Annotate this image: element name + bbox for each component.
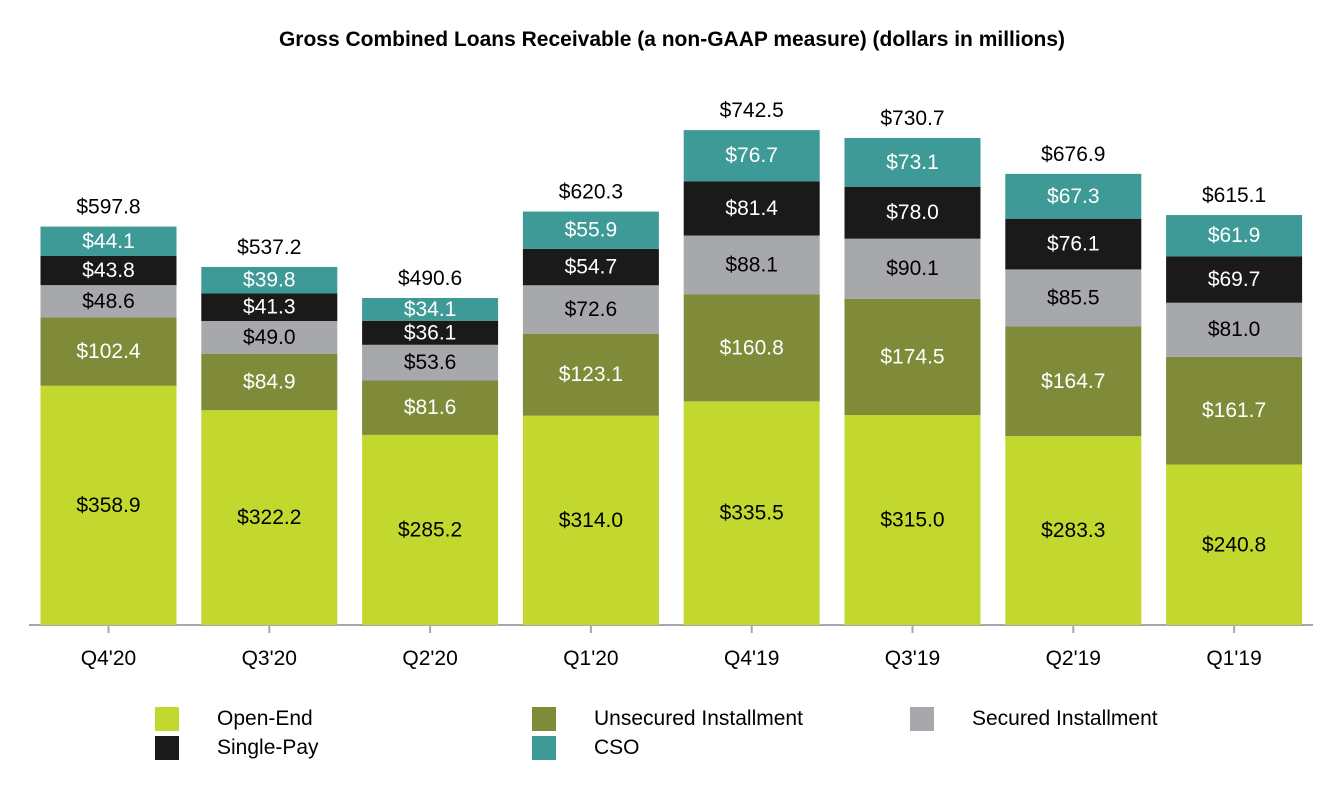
bar-cso-q1-20	[522, 211, 659, 249]
total-label-q2-20: $490.6	[398, 267, 462, 290]
data-label-cso-q4-19: $76.7	[725, 144, 778, 167]
data-label-secured-installment-q1-20: $72.6	[565, 298, 618, 321]
bar-cso-q1-19	[1166, 215, 1303, 257]
bar-single-pay-q3-19	[844, 186, 981, 239]
bar-secured-installment-q3-19	[844, 238, 981, 299]
bar-cso-q4-19	[683, 130, 820, 182]
bar-secured-installment-q3-20	[201, 321, 338, 354]
data-label-unsecured-installment-q1-19: $161.7	[1202, 399, 1266, 422]
x-tick-label-q4-19: Q4'19	[724, 647, 779, 670]
data-label-cso-q2-20: $34.1	[404, 298, 457, 321]
bar-secured-installment-q1-20	[522, 285, 659, 334]
data-label-secured-installment-q3-19: $90.1	[886, 257, 939, 280]
bar-cso-q4-20	[40, 226, 177, 256]
total-label-q1-20: $620.3	[559, 181, 623, 204]
x-tick-label-q2-19: Q2'19	[1046, 647, 1101, 670]
bar-unsecured-installment-q1-19	[1166, 356, 1303, 465]
data-label-secured-installment-q4-19: $88.1	[725, 253, 778, 276]
x-tick-label-q2-20: Q2'20	[402, 647, 457, 670]
data-label-unsecured-installment-q2-19: $164.7	[1041, 370, 1105, 393]
data-label-single-pay-q1-20: $54.7	[565, 256, 618, 279]
data-label-secured-installment-q2-19: $85.5	[1047, 286, 1100, 309]
bar-cso-q2-19	[1005, 173, 1142, 219]
bar-single-pay-q2-20	[362, 320, 499, 345]
bar-single-pay-q4-19	[683, 181, 820, 236]
bar-unsecured-installment-q4-19	[683, 294, 820, 402]
data-label-single-pay-q4-20: $43.8	[82, 259, 135, 282]
bar-secured-installment-q4-19	[683, 235, 820, 295]
data-label-unsecured-installment-q3-20: $84.9	[243, 370, 296, 393]
data-label-single-pay-q4-19: $81.4	[725, 197, 778, 220]
bar-unsecured-installment-q2-19	[1005, 326, 1142, 437]
data-label-secured-installment-q4-20: $48.6	[82, 290, 135, 313]
data-label-open-end-q3-19: $315.0	[880, 509, 944, 532]
bar-open-end-q4-19	[683, 401, 820, 625]
bar-secured-installment-q2-20	[362, 344, 499, 381]
data-label-open-end-q1-19: $240.8	[1202, 533, 1266, 556]
data-label-open-end-q4-19: $335.5	[720, 502, 784, 525]
data-label-cso-q2-19: $67.3	[1047, 185, 1100, 208]
bar-secured-installment-q1-19	[1166, 302, 1303, 357]
total-label-q2-19: $676.9	[1041, 143, 1105, 166]
bar-unsecured-installment-q4-20	[40, 317, 177, 386]
bar-single-pay-q4-20	[40, 255, 177, 286]
bar-cso-q2-20	[362, 298, 499, 321]
data-label-unsecured-installment-q2-20: $81.6	[404, 396, 457, 419]
data-label-unsecured-installment-q4-19: $160.8	[720, 336, 784, 359]
bar-single-pay-q2-19	[1005, 218, 1142, 270]
total-label-q4-19: $742.5	[720, 99, 784, 122]
data-label-open-end-q4-20: $358.9	[76, 494, 140, 517]
data-label-open-end-q1-20: $314.0	[559, 509, 623, 532]
total-label-q3-19: $730.7	[880, 107, 944, 130]
total-label-q3-20: $537.2	[237, 236, 301, 259]
bar-cso-q3-20	[201, 266, 338, 294]
data-label-secured-installment-q2-20: $53.6	[404, 351, 457, 374]
bar-open-end-q4-20	[40, 385, 177, 625]
bar-single-pay-q1-20	[522, 248, 659, 286]
data-label-single-pay-q2-20: $36.1	[404, 321, 457, 344]
data-label-open-end-q2-19: $283.3	[1041, 519, 1105, 542]
total-label-q1-19: $615.1	[1202, 184, 1266, 207]
data-label-unsecured-installment-q4-20: $102.4	[76, 340, 141, 363]
data-label-single-pay-q3-20: $41.3	[243, 296, 296, 319]
data-label-single-pay-q1-19: $69.7	[1208, 268, 1261, 291]
data-label-unsecured-installment-q1-20: $123.1	[559, 363, 623, 386]
total-label-q4-20: $597.8	[76, 196, 140, 219]
bar-open-end-q3-19	[844, 415, 981, 625]
data-label-cso-q3-20: $39.8	[243, 269, 296, 292]
bar-open-end-q1-20	[522, 415, 659, 625]
bar-open-end-q1-19	[1166, 464, 1303, 625]
data-label-cso-q1-19: $61.9	[1208, 224, 1261, 247]
bar-secured-installment-q2-19	[1005, 269, 1142, 327]
x-tick-label-q1-20: Q1'20	[563, 647, 618, 670]
x-tick-label-q3-19: Q3'19	[885, 647, 940, 670]
x-tick-label-q3-20: Q3'20	[242, 647, 297, 670]
data-label-unsecured-installment-q3-19: $174.5	[880, 345, 944, 368]
data-label-single-pay-q2-19: $76.1	[1047, 233, 1100, 256]
data-label-open-end-q2-20: $285.2	[398, 518, 462, 541]
data-label-cso-q3-19: $73.1	[886, 151, 939, 174]
bar-single-pay-q1-19	[1166, 256, 1303, 303]
data-label-cso-q4-20: $44.1	[82, 230, 135, 253]
x-tick-label-q4-20: Q4'20	[81, 647, 136, 670]
bar-cso-q3-19	[844, 137, 981, 187]
data-label-single-pay-q3-19: $78.0	[886, 201, 939, 224]
chart-title: Gross Combined Loans Receivable (a non-G…	[278, 28, 1066, 51]
bar-open-end-q2-19	[1005, 436, 1142, 625]
data-label-open-end-q3-20: $322.2	[237, 506, 301, 529]
bar-unsecured-installment-q2-20	[362, 380, 499, 435]
data-label-secured-installment-q3-20: $49.0	[243, 326, 296, 349]
bar-unsecured-installment-q3-20	[201, 353, 338, 411]
bar-single-pay-q3-20	[201, 293, 338, 322]
data-label-cso-q1-20: $55.9	[565, 219, 618, 242]
bar-unsecured-installment-q3-19	[844, 298, 981, 416]
x-tick-label-q1-19: Q1'19	[1206, 647, 1261, 670]
data-label-secured-installment-q1-19: $81.0	[1208, 318, 1261, 341]
bar-secured-installment-q4-20	[40, 285, 177, 318]
bar-open-end-q3-20	[201, 410, 338, 625]
bar-unsecured-installment-q1-20	[522, 333, 659, 416]
bar-open-end-q2-20	[362, 434, 499, 625]
